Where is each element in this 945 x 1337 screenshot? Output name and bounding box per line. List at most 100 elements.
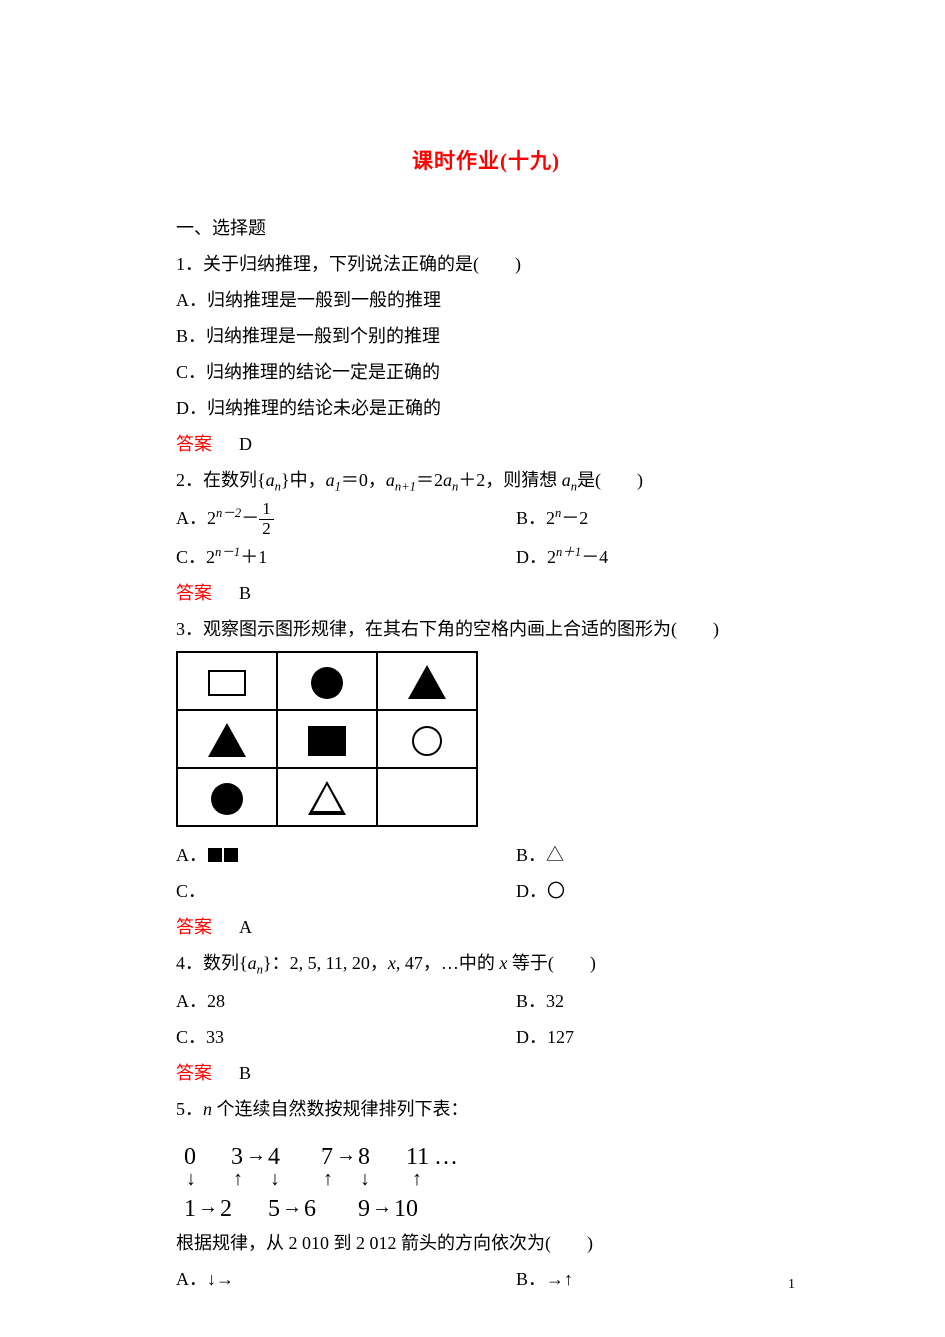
q5-text: 个连续自然数按规律排列下表： (212, 1099, 469, 1119)
q5-text: 5． (176, 1099, 203, 1119)
cell-1-2 (377, 710, 477, 768)
cell-2-1 (277, 768, 377, 826)
q5-n: n (203, 1099, 212, 1119)
q3-optB-label: B．△ (516, 845, 564, 865)
q3-row-cd: C． D．〇 (176, 873, 796, 909)
q2-optB-post: －2 (561, 508, 588, 528)
q2-text: ＋2，则猜想 (458, 470, 562, 490)
q2-text: }中， (281, 470, 326, 490)
q2-optC-exp: n－1 (215, 545, 240, 559)
q2-text: 2．在数列{ (176, 470, 266, 490)
q3-optC: C． (176, 873, 516, 909)
num-10: 10 (394, 1185, 418, 1233)
q2-answer: 答案 B (176, 575, 796, 611)
q1-optC: C．归纳推理的结论一定是正确的 (176, 354, 796, 390)
triangle-filled-icon (208, 723, 246, 757)
q3-optD: D．〇 (516, 873, 796, 909)
q1-optA: A．归纳推理是一般到一般的推理 (176, 282, 796, 318)
q2-optA: A．2n－2－12 (176, 500, 516, 539)
content-area: 课时作业(十九) 一、选择题 1．关于归纳推理，下列说法正确的是( ) A．归纳… (176, 140, 796, 1297)
q1-answer: 答案 D (176, 426, 796, 462)
triangle-filled-icon (408, 665, 446, 699)
q3-answer-label: 答案 (176, 917, 212, 937)
dots: … (434, 1133, 458, 1181)
q4-answer-value: B (239, 1063, 251, 1083)
cell-0-2 (377, 652, 477, 710)
q3-optA-label: A． (176, 845, 207, 865)
q4-stem: 4．数列{an}：2, 5, 11, 20，x, 47，…中的 x 等于( ) (176, 945, 796, 983)
q2-optA-pre: A．2 (176, 508, 216, 528)
square-outline-icon (208, 670, 246, 696)
num-6: 6 (304, 1185, 316, 1233)
q1-answer-label: 答案 (176, 434, 212, 454)
arrow-right-icon: → (372, 1187, 392, 1227)
q3-optD-label: D．〇 (516, 881, 565, 901)
q2-optD-exp: n＋1 (556, 545, 581, 559)
q4-text: 等于( ) (507, 953, 596, 973)
num-1: 1 (184, 1185, 196, 1233)
q3-optA: A． (176, 837, 516, 873)
q2-optD-pre: D．2 (516, 547, 556, 567)
q2-text: ＝0， (341, 470, 386, 490)
q5-diagram: 0 3 → 4 7 → 8 11 … ↓ ↑ ↓ ↑ ↓ ↑ 1 → 2 5 →… (176, 1133, 486, 1221)
cell-2-2 (377, 768, 477, 826)
q5-optA: A．↓→ (176, 1261, 516, 1297)
square-filled-icon (208, 848, 222, 862)
q2-optD-post: －4 (581, 547, 608, 567)
q1-optD: D．归纳推理的结论未必是正确的 (176, 390, 796, 426)
q4-optC: C．33 (176, 1019, 516, 1055)
q2-optD: D．2n＋1－4 (516, 539, 796, 575)
triangle-outline-icon (308, 781, 346, 815)
q3-shape-grid (176, 651, 478, 827)
q4-answer: 答案 B (176, 1055, 796, 1091)
q2-an2: an (443, 470, 458, 490)
cell-2-0 (177, 768, 277, 826)
arrow-right-icon: → (246, 1135, 266, 1175)
page: 课时作业(十九) 一、选择题 1．关于归纳推理，下列说法正确的是( ) A．归纳… (0, 0, 945, 1337)
q1-stem: 1．关于归纳推理，下列说法正确的是( ) (176, 246, 796, 282)
q3-answer: 答案 A (176, 909, 796, 945)
q2-optA-post: － (241, 508, 259, 528)
q2-answer-value: B (239, 583, 251, 603)
q4-optA: A．28 (176, 983, 516, 1019)
q2-row-ab: A．2n－2－12 B．2n－2 (176, 500, 796, 539)
circle-filled-icon (311, 667, 343, 699)
circle-filled-icon (211, 783, 243, 815)
q2-text: 是( ) (577, 470, 643, 490)
q2-an: an (266, 470, 281, 490)
q2-optB: B．2n－2 (516, 500, 796, 539)
num-2: 2 (220, 1185, 232, 1233)
q2-optC-pre: C．2 (176, 547, 215, 567)
page-title: 课时作业(十九) (176, 140, 796, 182)
cell-1-1 (277, 710, 377, 768)
q2-an3: an (562, 470, 577, 490)
cell-1-0 (177, 710, 277, 768)
q2-optA-exp: n－2 (216, 506, 241, 520)
q4-optD: D．127 (516, 1019, 796, 1055)
section-heading: 一、选择题 (176, 210, 796, 246)
q5-optB: B．→↑ (516, 1261, 796, 1297)
q3-stem: 3．观察图示图形规律，在其右下角的空格内画上合适的图形为( ) (176, 611, 796, 647)
q3-optB: B．△ (516, 837, 796, 873)
q2-optB-pre: B．2 (516, 508, 555, 528)
q3-row-ab: A． B．△ (176, 837, 796, 873)
q1-answer-value: D (239, 434, 252, 454)
q3-optC-label: C． (176, 881, 206, 901)
q2-stem: 2．在数列{an}中，a1＝0，an+1＝2an＋2，则猜想 an是( ) (176, 462, 796, 500)
arrow-right-icon: → (282, 1187, 302, 1227)
q1-optB: B．归纳推理是一般到个别的推理 (176, 318, 796, 354)
q4-optB: B．32 (516, 983, 796, 1019)
num-5: 5 (268, 1185, 280, 1233)
q2-text: ＝2 (416, 470, 443, 490)
q4-row-ab: A．28 B．32 (176, 983, 796, 1019)
q2-a1: a (326, 470, 335, 490)
circle-outline-icon (412, 726, 442, 756)
q4-answer-label: 答案 (176, 1063, 212, 1083)
q2-row-cd: C．2n－1＋1 D．2n＋1－4 (176, 539, 796, 575)
q4-text: , 47，…中的 (396, 953, 500, 973)
cell-0-0 (177, 652, 277, 710)
q2-answer-label: 答案 (176, 583, 212, 603)
q2-optC: C．2n－1＋1 (176, 539, 516, 575)
q4-text: 4．数列{ (176, 953, 248, 973)
q4-text: }：2, 5, 11, 20， (263, 953, 388, 973)
